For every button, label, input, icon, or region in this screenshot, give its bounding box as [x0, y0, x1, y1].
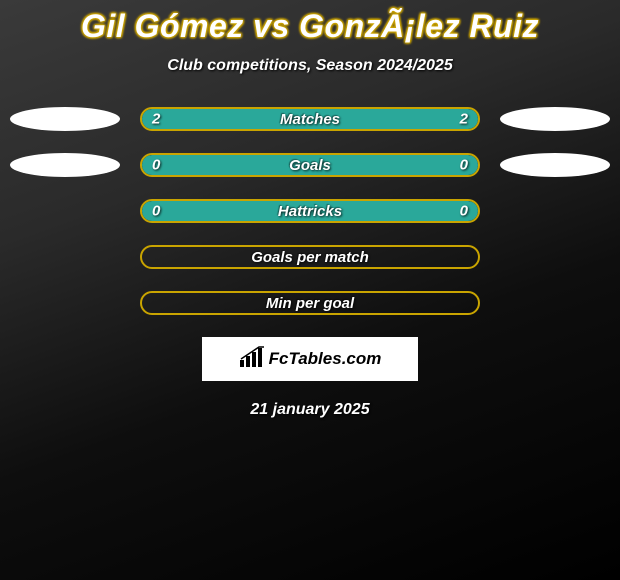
stat-value-left: 2: [152, 111, 160, 128]
page-subtitle: Club competitions, Season 2024/2025: [167, 57, 452, 75]
player-left-marker: [10, 153, 120, 177]
player-right-marker: [500, 107, 610, 131]
stat-value-right: 0: [460, 157, 468, 174]
stat-value-left: 0: [152, 203, 160, 220]
stat-row: Goals per match: [0, 245, 620, 269]
stat-value-right: 0: [460, 203, 468, 220]
stat-bar: 0 Goals 0: [140, 153, 480, 177]
comparison-infographic: Gil Gómez vs GonzÃ¡lez Ruiz Club competi…: [0, 0, 620, 580]
stat-label: Matches: [280, 111, 340, 128]
stat-label: Goals: [289, 157, 331, 174]
stat-label: Hattricks: [278, 203, 342, 220]
stat-label: Min per goal: [266, 295, 354, 312]
stat-label: Goals per match: [251, 249, 369, 266]
stat-bar: Min per goal: [140, 291, 480, 315]
logo-text: FcTables.com: [269, 349, 382, 369]
stat-row: 0 Hattricks 0: [0, 199, 620, 223]
player-right-marker: [500, 153, 610, 177]
stat-row: 2 Matches 2: [0, 107, 620, 131]
date-label: 21 january 2025: [250, 401, 369, 419]
stat-value-left: 0: [152, 157, 160, 174]
stat-rows: 2 Matches 2 0 Goals 0 0 Hattricks 0 Goals per mat…: [0, 107, 620, 315]
page-title: Gil Gómez vs GonzÃ¡lez Ruiz: [81, 8, 539, 45]
logo-badge: FcTables.com: [202, 337, 418, 381]
chart-icon: [239, 346, 265, 373]
stat-bar: 0 Hattricks 0: [140, 199, 480, 223]
stat-row: 0 Goals 0: [0, 153, 620, 177]
stat-value-right: 2: [460, 111, 468, 128]
stat-bar: Goals per match: [140, 245, 480, 269]
stat-row: Min per goal: [0, 291, 620, 315]
player-left-marker: [10, 107, 120, 131]
stat-bar: 2 Matches 2: [140, 107, 480, 131]
